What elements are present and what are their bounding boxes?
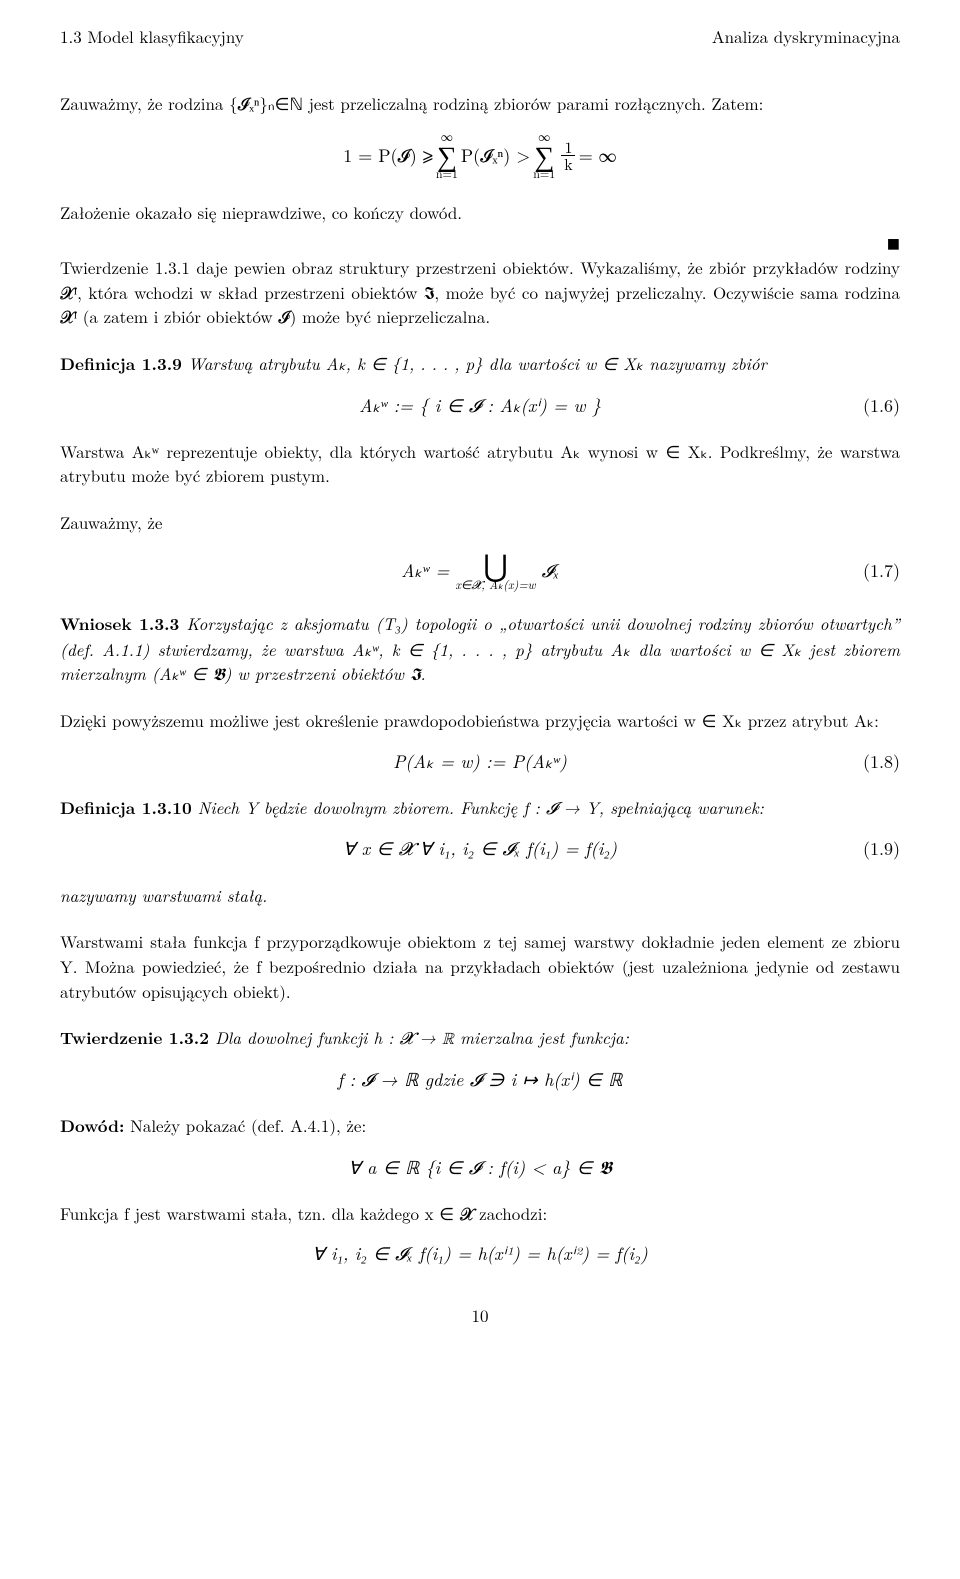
equation-tw132: f : 𝓘 → ℝ gdzie 𝓘 ∋ i ↦ h(xⁱ) ∈ ℝ	[60, 1067, 900, 1093]
header-title: Analiza dyskryminacyjna	[712, 24, 900, 49]
equation-1-6: Aₖʷ := { i ∈ 𝓘 : Aₖ(xⁱ) = w } (1.6)	[60, 393, 900, 419]
eq16-number: (1.6)	[863, 393, 900, 419]
dowod-paragraph: Dowód: Należy pokazać (def. A.4.1), że:	[60, 1113, 900, 1139]
page-header: 1.3 Model klasyfikacyjny Analiza dyskrym…	[60, 24, 900, 49]
eq16-formula: Aₖʷ := { i ∈ 𝓘 : Aₖ(xⁱ) = w }	[359, 393, 601, 419]
paragraph-nazywamy: nazywamy warstwami stałą.	[60, 883, 900, 908]
paragraph-zalozenie: Założenie okazało się nieprawdziwe, co k…	[60, 200, 900, 225]
union-subscript: x∈𝓧, Aₖ(x)=w	[455, 579, 535, 591]
paragraph-intro: Zauważmy, że rodzina {𝓘ₓⁿ}ₙ∈ℕ jest przel…	[60, 91, 900, 116]
definition-1-3-9: Definicja 1.3.9 Warstwą atrybutu Aₖ, k ∈…	[60, 351, 900, 377]
def139-label: Definicja 1.3.9	[60, 352, 182, 376]
wniosek-body: Korzystając z aksjomatu (T₃) topologii o…	[60, 611, 900, 685]
eq1-rhs: = ∞	[579, 143, 617, 169]
bigcup-symbol: ⋃ x∈𝓧, Aₖ(x)=w	[455, 551, 535, 592]
paragraph-funkcja: Funkcja f jest warstwami stała, tzn. dla…	[60, 1201, 900, 1226]
eq18-formula: P(Aₖ = w) := P(Aₖʷ)	[393, 749, 567, 775]
qed-symbol: ■	[60, 239, 900, 247]
paragraph-twierdzenie-note: Twierdzenie 1.3.1 daje pewien obraz stru…	[60, 255, 900, 329]
equation-last: ∀ i₁, i₂ ∈ 𝓘ₓ f(i₁) = h(xⁱ¹) = h(xⁱ²) = …	[60, 1241, 900, 1267]
eq-dowod-formula: ∀ a ∈ ℝ {i ∈ 𝓘 : f(i) < a} ∈ 𝕭	[348, 1155, 611, 1180]
page-number: 10	[60, 1303, 900, 1328]
eq18-number: (1.8)	[863, 749, 900, 775]
dowod-body: Należy pokazać (def. A.4.1), że:	[124, 1113, 366, 1137]
eq-tw-formula: f : 𝓘 → ℝ gdzie 𝓘 ∋ i ↦ h(xⁱ) ∈ ℝ	[338, 1067, 623, 1092]
paragraph-warstwami-stala: Warstwami stała funkcja f przyporządkowu…	[60, 929, 900, 1003]
fraction-1k: 1 k	[561, 139, 575, 174]
eq17-lhs: Aₖʷ =	[401, 558, 449, 584]
equation-1-7: Aₖʷ = ⋃ x∈𝓧, Aₖ(x)=w 𝓘ₓ (1.7)	[60, 551, 900, 592]
eq19-formula: ∀ x ∈ 𝓧 ∀ i₁, i₂ ∈ 𝓘ₓ f(i₁) = f(i₂)	[343, 836, 617, 862]
sum1-bot: n=1	[436, 168, 458, 180]
def139-body: Warstwą atrybutu Aₖ, k ∈ {1, . . . , p} …	[182, 351, 767, 375]
tw132-body: Dla dowolnej funkcji h : 𝓧 → ℝ mierzalna…	[209, 1025, 629, 1049]
dowod-label: Dowód:	[60, 1114, 124, 1138]
equation-1-9: ∀ x ∈ 𝓧 ∀ i₁, i₂ ∈ 𝓘ₓ f(i₁) = f(i₂) (1.9…	[60, 836, 900, 862]
sum-symbol-1: ∞ ∑ n=1	[436, 131, 458, 180]
def1310-label: Definicja 1.3.10	[60, 796, 192, 820]
eq1-lhs: 1 = P(𝓘) ⩾	[343, 143, 433, 169]
twierdzenie-1-3-2: Twierdzenie 1.3.2 Dla dowolnej funkcji h…	[60, 1025, 900, 1051]
eq19-number: (1.9)	[863, 836, 900, 862]
wniosek-label: Wniosek 1.3.3	[60, 612, 179, 636]
paragraph-warstwa: Warstwa Aₖʷ reprezentuje obiekty, dla kt…	[60, 439, 900, 488]
wniosek-1-3-3: Wniosek 1.3.3 Korzystając z aksjomatu (T…	[60, 611, 900, 686]
eq17-number: (1.7)	[863, 558, 900, 584]
equation-dowod: ∀ a ∈ ℝ {i ∈ 𝓘 : f(i) < a} ∈ 𝕭	[60, 1155, 900, 1181]
tw132-label: Twierdzenie 1.3.2	[60, 1026, 209, 1050]
definition-1-3-10: Definicja 1.3.10 Niech Y będzie dowolnym…	[60, 795, 900, 821]
paragraph-dzieki: Dzięki powyższemu możliwe jest określeni…	[60, 708, 900, 733]
sum2-bot: n=1	[533, 168, 555, 180]
eq1-mid: P(𝓘ₓⁿ) >	[461, 143, 530, 169]
paragraph-zauwazmy: Zauważmy, że	[60, 510, 900, 535]
equation-1-8: P(Aₖ = w) := P(Aₖʷ) (1.8)	[60, 749, 900, 775]
def1310-body: Niech Y będzie dowolnym zbiorem. Funkcję…	[192, 795, 764, 819]
eq17-rhs: 𝓘ₓ	[542, 558, 559, 584]
sum-symbol-2: ∞ ∑ n=1	[533, 131, 555, 180]
equation-sum-infinity: 1 = P(𝓘) ⩾ ∞ ∑ n=1 P(𝓘ₓⁿ) > ∞ ∑ n=1 1 k …	[60, 131, 900, 180]
frac-den: k	[561, 156, 575, 173]
header-section: 1.3 Model klasyfikacyjny	[60, 24, 244, 49]
eq-last-formula: ∀ i₁, i₂ ∈ 𝓘ₓ f(i₁) = h(xⁱ¹) = h(xⁱ²) = …	[312, 1241, 647, 1266]
